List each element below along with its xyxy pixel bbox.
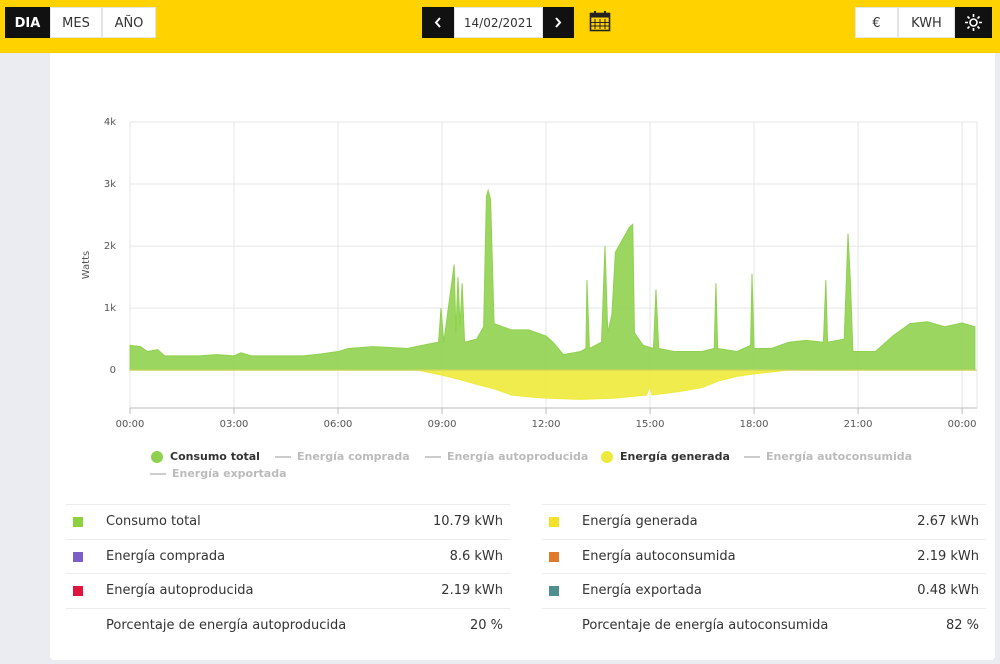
x-tick-label: 21:00 bbox=[844, 419, 873, 430]
summary-row: Energía autoconsumida 2.19 kWh bbox=[542, 538, 986, 573]
color-swatch bbox=[549, 551, 559, 562]
summary-row: Energía exportada 0.48 kWh bbox=[542, 573, 986, 607]
row-label: Porcentaje de energía autoproducida bbox=[106, 617, 347, 633]
row-label: Energía autoconsumida bbox=[582, 548, 736, 564]
next-icon bbox=[555, 17, 562, 28]
color-swatch bbox=[73, 517, 83, 527]
color-swatch bbox=[549, 517, 559, 527]
color-swatch bbox=[73, 551, 83, 562]
period-button[interactable]: MES bbox=[50, 7, 102, 38]
sun-icon bbox=[965, 14, 982, 31]
sun-button[interactable] bbox=[955, 7, 992, 38]
row-value: 0.48 kWh bbox=[917, 583, 979, 598]
date-field[interactable]: 14/02/2021 bbox=[454, 7, 543, 38]
area bbox=[417, 369, 789, 400]
row-value: 2.67 kWh bbox=[917, 514, 979, 529]
x-tick-label: 00:00 bbox=[948, 419, 977, 430]
period-button[interactable]: DIA bbox=[5, 7, 50, 38]
legend-dot bbox=[151, 451, 163, 463]
legend-label: Consumo total bbox=[170, 450, 260, 463]
row-value: 20 % bbox=[469, 617, 503, 633]
x-tick-label: 03:00 bbox=[220, 419, 249, 430]
row-value: 8.6 kWh bbox=[449, 548, 503, 564]
summary-row: Energía autoproducida 2.19 kWh bbox=[66, 573, 510, 607]
row-label: Porcentaje de energía autoconsumida bbox=[582, 617, 829, 633]
summary-row: Consumo total 10.79 kWh bbox=[66, 504, 510, 538]
top-bar: DIA MES AÑO 14/02/2021 € KWH bbox=[0, 0, 1000, 53]
x-tick-label: 00:00 bbox=[116, 419, 145, 430]
row-value: 2.19 kWh bbox=[441, 583, 503, 598]
prev-button[interactable] bbox=[422, 7, 454, 38]
row-value: 82 % bbox=[945, 617, 979, 633]
legend-label: Energía exportada bbox=[172, 467, 287, 480]
row-value: 2.19 kWh bbox=[917, 548, 979, 564]
period-button[interactable]: AÑO bbox=[102, 7, 156, 38]
row-label: Energía exportada bbox=[582, 583, 702, 598]
calendar-icon[interactable] bbox=[589, 10, 611, 32]
legend-label: Energía generada bbox=[620, 450, 730, 463]
legend-label: Energía autoconsumida bbox=[766, 450, 912, 463]
legend-dot bbox=[601, 451, 613, 463]
row-value: 10.79 kWh bbox=[433, 514, 503, 529]
legend-label: Energía comprada bbox=[297, 450, 410, 463]
row-label: Energía generada bbox=[582, 514, 698, 529]
summary-row: Porcentaje de energía autoconsumida 82 % bbox=[542, 607, 986, 642]
area bbox=[129, 188, 976, 371]
summary-row: Energía generada 2.67 kWh bbox=[542, 504, 986, 538]
row-label: Energía comprada bbox=[106, 548, 226, 564]
y-tick-label: 4k bbox=[104, 117, 116, 128]
y-tick-label: 1k bbox=[104, 303, 116, 314]
chart: Watts 0 1k 2k 3k 4k 00:00 03:00 06:00 09:00 12:00… bbox=[81, 117, 978, 480]
x-tick-label: 06:00 bbox=[324, 419, 353, 430]
summary-row: Energía comprada 8.6 kWh bbox=[66, 538, 510, 573]
prev-icon bbox=[434, 17, 441, 28]
summary-row: Porcentaje de energía autoproducida 20 % bbox=[66, 607, 510, 642]
x-tick-label: 15:00 bbox=[636, 419, 665, 430]
color-swatch bbox=[549, 586, 559, 596]
color-swatch bbox=[73, 586, 83, 596]
y-tick-label: 3k bbox=[104, 179, 116, 190]
next-button[interactable] bbox=[543, 7, 574, 38]
x-tick-label: 09:00 bbox=[428, 419, 457, 430]
y-tick-label: 2k bbox=[104, 241, 116, 252]
y-tick-label: 0 bbox=[110, 365, 116, 376]
x-tick-label: 12:00 bbox=[532, 419, 561, 430]
legend-label: Energía autoproducida bbox=[447, 450, 588, 463]
y-axis-label: Watts bbox=[81, 251, 92, 279]
unit-button[interactable]: € bbox=[855, 7, 898, 38]
unit-button[interactable]: KWH bbox=[898, 7, 955, 38]
row-label: Consumo total bbox=[106, 514, 201, 529]
row-label: Energía autoproducida bbox=[106, 583, 254, 598]
x-tick-label: 18:00 bbox=[740, 419, 769, 430]
